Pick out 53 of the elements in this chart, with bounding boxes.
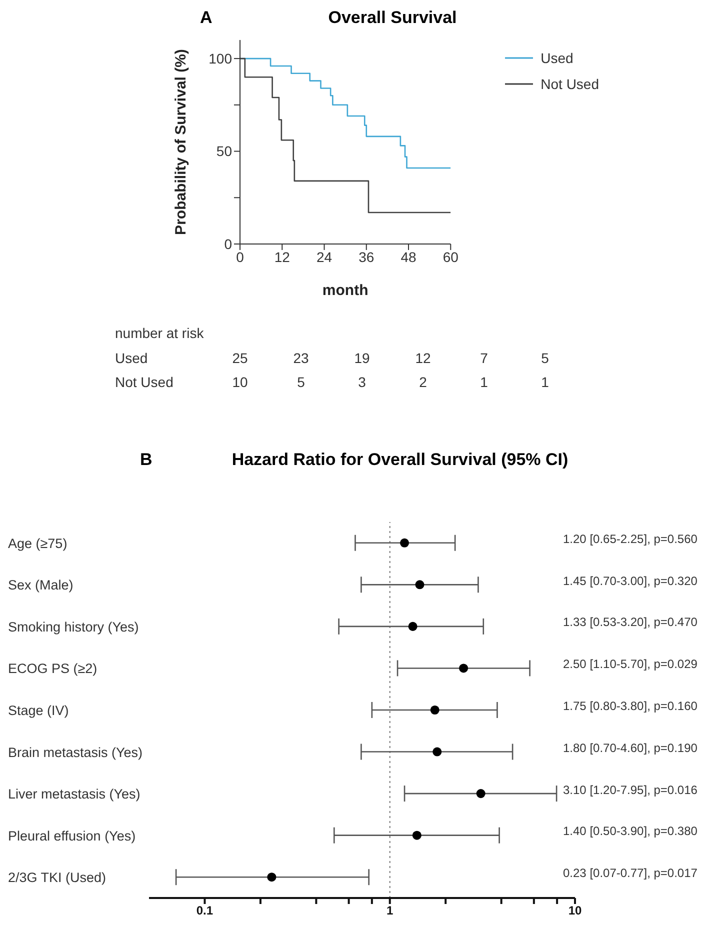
text: 19 <box>353 350 371 366</box>
y-tick-label: 0 <box>224 236 232 252</box>
y-tick-label: ECOG PS (≥2) <box>8 661 98 676</box>
text: Not Used <box>115 374 174 390</box>
y-tick-label: 100 <box>208 50 232 67</box>
data-label: 1.33 [0.53-3.20], p=0.470 <box>563 615 698 630</box>
data-label: 1.20 [0.65-2.25], p=0.560 <box>563 532 698 546</box>
text: 7 <box>479 350 489 366</box>
y-tick-label: Brain metastasis (Yes) <box>8 744 143 760</box>
data-label: 1.45 [0.70-3.00], p=0.320 <box>563 574 698 588</box>
x-tick-label: 24 <box>316 248 332 265</box>
text: 5 <box>296 374 306 390</box>
chart-title: Overall Survival <box>327 8 458 28</box>
data-label: 3.10 [1.20-7.95], p=0.016 <box>563 782 698 797</box>
x-tick-label: 12 <box>274 248 290 265</box>
text: 1 <box>540 374 550 390</box>
y-tick-label: Smoking history (Yes) <box>8 619 139 634</box>
text: B <box>140 450 152 470</box>
x-tick-label: 60 <box>442 248 459 265</box>
data-label: 1.40 [0.50-3.90], p=0.380 <box>563 824 698 838</box>
text: 23 <box>292 350 310 366</box>
x-tick-label: 36 <box>358 248 374 265</box>
text: Used <box>115 350 148 366</box>
text: 12 <box>414 350 432 366</box>
x-tick-label: 1 <box>386 904 394 918</box>
y-tick-label: Liver metastasis (Yes) <box>8 786 140 802</box>
data-label: 2.50 [1.10-5.70], p=0.029 <box>563 657 698 672</box>
text: 3 <box>357 374 367 390</box>
y-tick-label: Sex (Male) <box>8 578 74 593</box>
text: 10 <box>231 374 249 390</box>
text: 1 <box>479 374 489 390</box>
x-tick-label: 10 <box>568 904 582 918</box>
text: A <box>200 8 212 28</box>
y-tick-label: Age (≥75) <box>8 536 68 551</box>
x-tick-label: 0 <box>236 248 244 265</box>
text: 2 <box>418 374 428 390</box>
text: 25 <box>231 350 249 366</box>
data-label: 1.75 [0.80-3.80], p=0.160 <box>563 699 698 713</box>
legend-label: Not Used <box>540 76 599 92</box>
data-label: 1.80 [0.70-4.60], p=0.190 <box>563 740 698 755</box>
text: number at risk <box>115 325 204 341</box>
text: 5 <box>540 350 550 366</box>
y-axis-title: Probability of Survival (%) <box>172 49 190 235</box>
chart-title: Hazard Ratio for Overall Survival (95% CI) <box>232 450 568 469</box>
data-label: 0.23 [0.07-0.77], p=0.017 <box>563 866 698 880</box>
x-tick-label: 48 <box>400 248 417 265</box>
x-tick-label: 0.1 <box>196 904 214 918</box>
legend-label: Used <box>540 50 574 66</box>
y-tick-label: Pleural effusion (Yes) <box>8 828 136 844</box>
x-axis-title: month <box>322 282 368 299</box>
y-tick-label: 50 <box>216 143 232 160</box>
y-tick-label: 2/3G TKI (Used) <box>8 870 106 886</box>
y-tick-label: Stage (IV) <box>8 703 69 718</box>
